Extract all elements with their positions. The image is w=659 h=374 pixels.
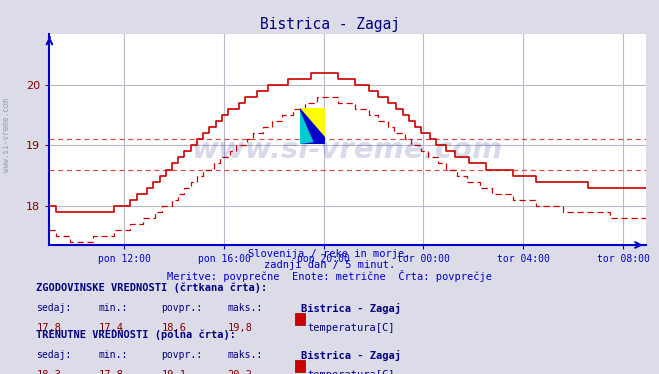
Text: www.si-vreme.com: www.si-vreme.com xyxy=(2,98,11,172)
Text: maks.:: maks.: xyxy=(227,303,262,313)
Text: Bistrica - Zagaj: Bistrica - Zagaj xyxy=(301,303,401,314)
Text: 20,2: 20,2 xyxy=(227,370,252,374)
Text: min.:: min.: xyxy=(99,303,129,313)
Text: 17,8: 17,8 xyxy=(36,323,61,333)
Polygon shape xyxy=(300,108,325,144)
Text: sedaj:: sedaj: xyxy=(36,303,71,313)
Text: Meritve: povprečne  Enote: metrične  Črta: povprečje: Meritve: povprečne Enote: metrične Črta:… xyxy=(167,270,492,282)
Text: ZGODOVINSKE VREDNOSTI (črtkana črta):: ZGODOVINSKE VREDNOSTI (črtkana črta): xyxy=(36,282,268,293)
Text: zadnji dan / 5 minut.: zadnji dan / 5 minut. xyxy=(264,260,395,270)
Text: temperatura[C]: temperatura[C] xyxy=(308,370,395,374)
Text: 17,4: 17,4 xyxy=(99,323,124,333)
Polygon shape xyxy=(300,108,325,137)
Text: povpr.:: povpr.: xyxy=(161,303,202,313)
Text: maks.:: maks.: xyxy=(227,350,262,361)
Text: 17,8: 17,8 xyxy=(99,370,124,374)
Text: temperatura[C]: temperatura[C] xyxy=(308,323,395,333)
Text: min.:: min.: xyxy=(99,350,129,361)
Text: povpr.:: povpr.: xyxy=(161,350,202,361)
Polygon shape xyxy=(300,110,314,144)
Text: Bistrica - Zagaj: Bistrica - Zagaj xyxy=(260,17,399,32)
Text: sedaj:: sedaj: xyxy=(36,350,71,361)
Text: 18,3: 18,3 xyxy=(36,370,61,374)
Text: Bistrica - Zagaj: Bistrica - Zagaj xyxy=(301,350,401,361)
Text: Slovenija / reke in morje.: Slovenija / reke in morje. xyxy=(248,249,411,260)
Text: 19,8: 19,8 xyxy=(227,323,252,333)
Text: 19,1: 19,1 xyxy=(161,370,186,374)
Text: www.si-vreme.com: www.si-vreme.com xyxy=(192,136,503,164)
Text: TRENUTNE VREDNOSTI (polna črta):: TRENUTNE VREDNOSTI (polna črta): xyxy=(36,330,236,340)
Text: 18,6: 18,6 xyxy=(161,323,186,333)
